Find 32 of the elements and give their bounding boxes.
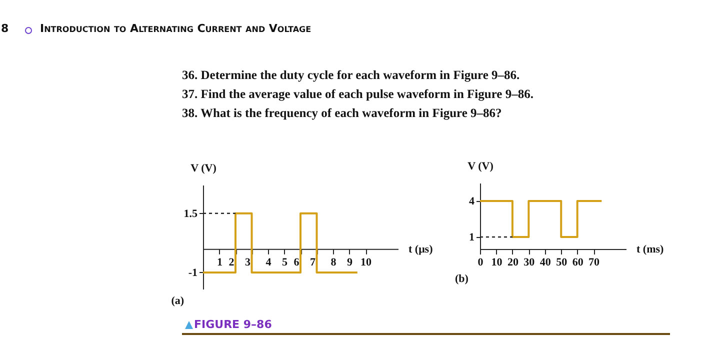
y-tick-label: -1 xyxy=(188,266,198,279)
x-tick-label: 9 xyxy=(347,256,353,268)
text: 38. What is the frequency of each waveform in Figure 9–86? xyxy=(182,106,502,121)
x-tick-label: 50 xyxy=(556,256,568,268)
x-tick-label: 40 xyxy=(540,256,552,268)
y-axis-title: V (V) xyxy=(468,160,494,172)
x-tick-label: 7 xyxy=(310,256,316,268)
x-tick-label: 2 xyxy=(228,256,235,268)
x-tick-label: 10 xyxy=(491,256,503,268)
x-tick-label: 30 xyxy=(524,256,536,268)
text: (a) xyxy=(171,295,184,307)
text: (b) xyxy=(455,273,469,285)
caption: FIGURE 9–86 xyxy=(194,318,272,331)
y-axis-title: V (V) xyxy=(190,162,217,174)
x-tick-label: 4 xyxy=(266,256,272,268)
x-tick-label: 6 xyxy=(294,256,300,268)
x-tick-label: 60 xyxy=(572,256,584,268)
x-tick-label: 20 xyxy=(507,256,519,268)
x-tick-label: 0 xyxy=(478,256,484,268)
x-tick-label: 70 xyxy=(588,256,600,268)
x-tick-label: 1 xyxy=(217,256,222,268)
x-tick-label: 5 xyxy=(282,256,288,268)
text: 36. Determine the duty cycle for each waveform in Figure 9–86. xyxy=(182,68,520,83)
x-tick-label: 8 xyxy=(330,256,337,268)
x-axis-title: t (μs) xyxy=(408,243,434,256)
x-axis-title: t (ms) xyxy=(636,244,664,256)
text: 37. Find the average value of each pulse waveform in Figure 9–86. xyxy=(182,87,534,102)
text: Introduction to Alternating Current and Voltage xyxy=(40,22,312,35)
x-tick-label: 3 xyxy=(245,256,251,268)
text: 8 xyxy=(1,22,9,35)
x-tick-label: 10 xyxy=(360,256,372,268)
y-tick-label: 1.5 xyxy=(184,208,198,220)
